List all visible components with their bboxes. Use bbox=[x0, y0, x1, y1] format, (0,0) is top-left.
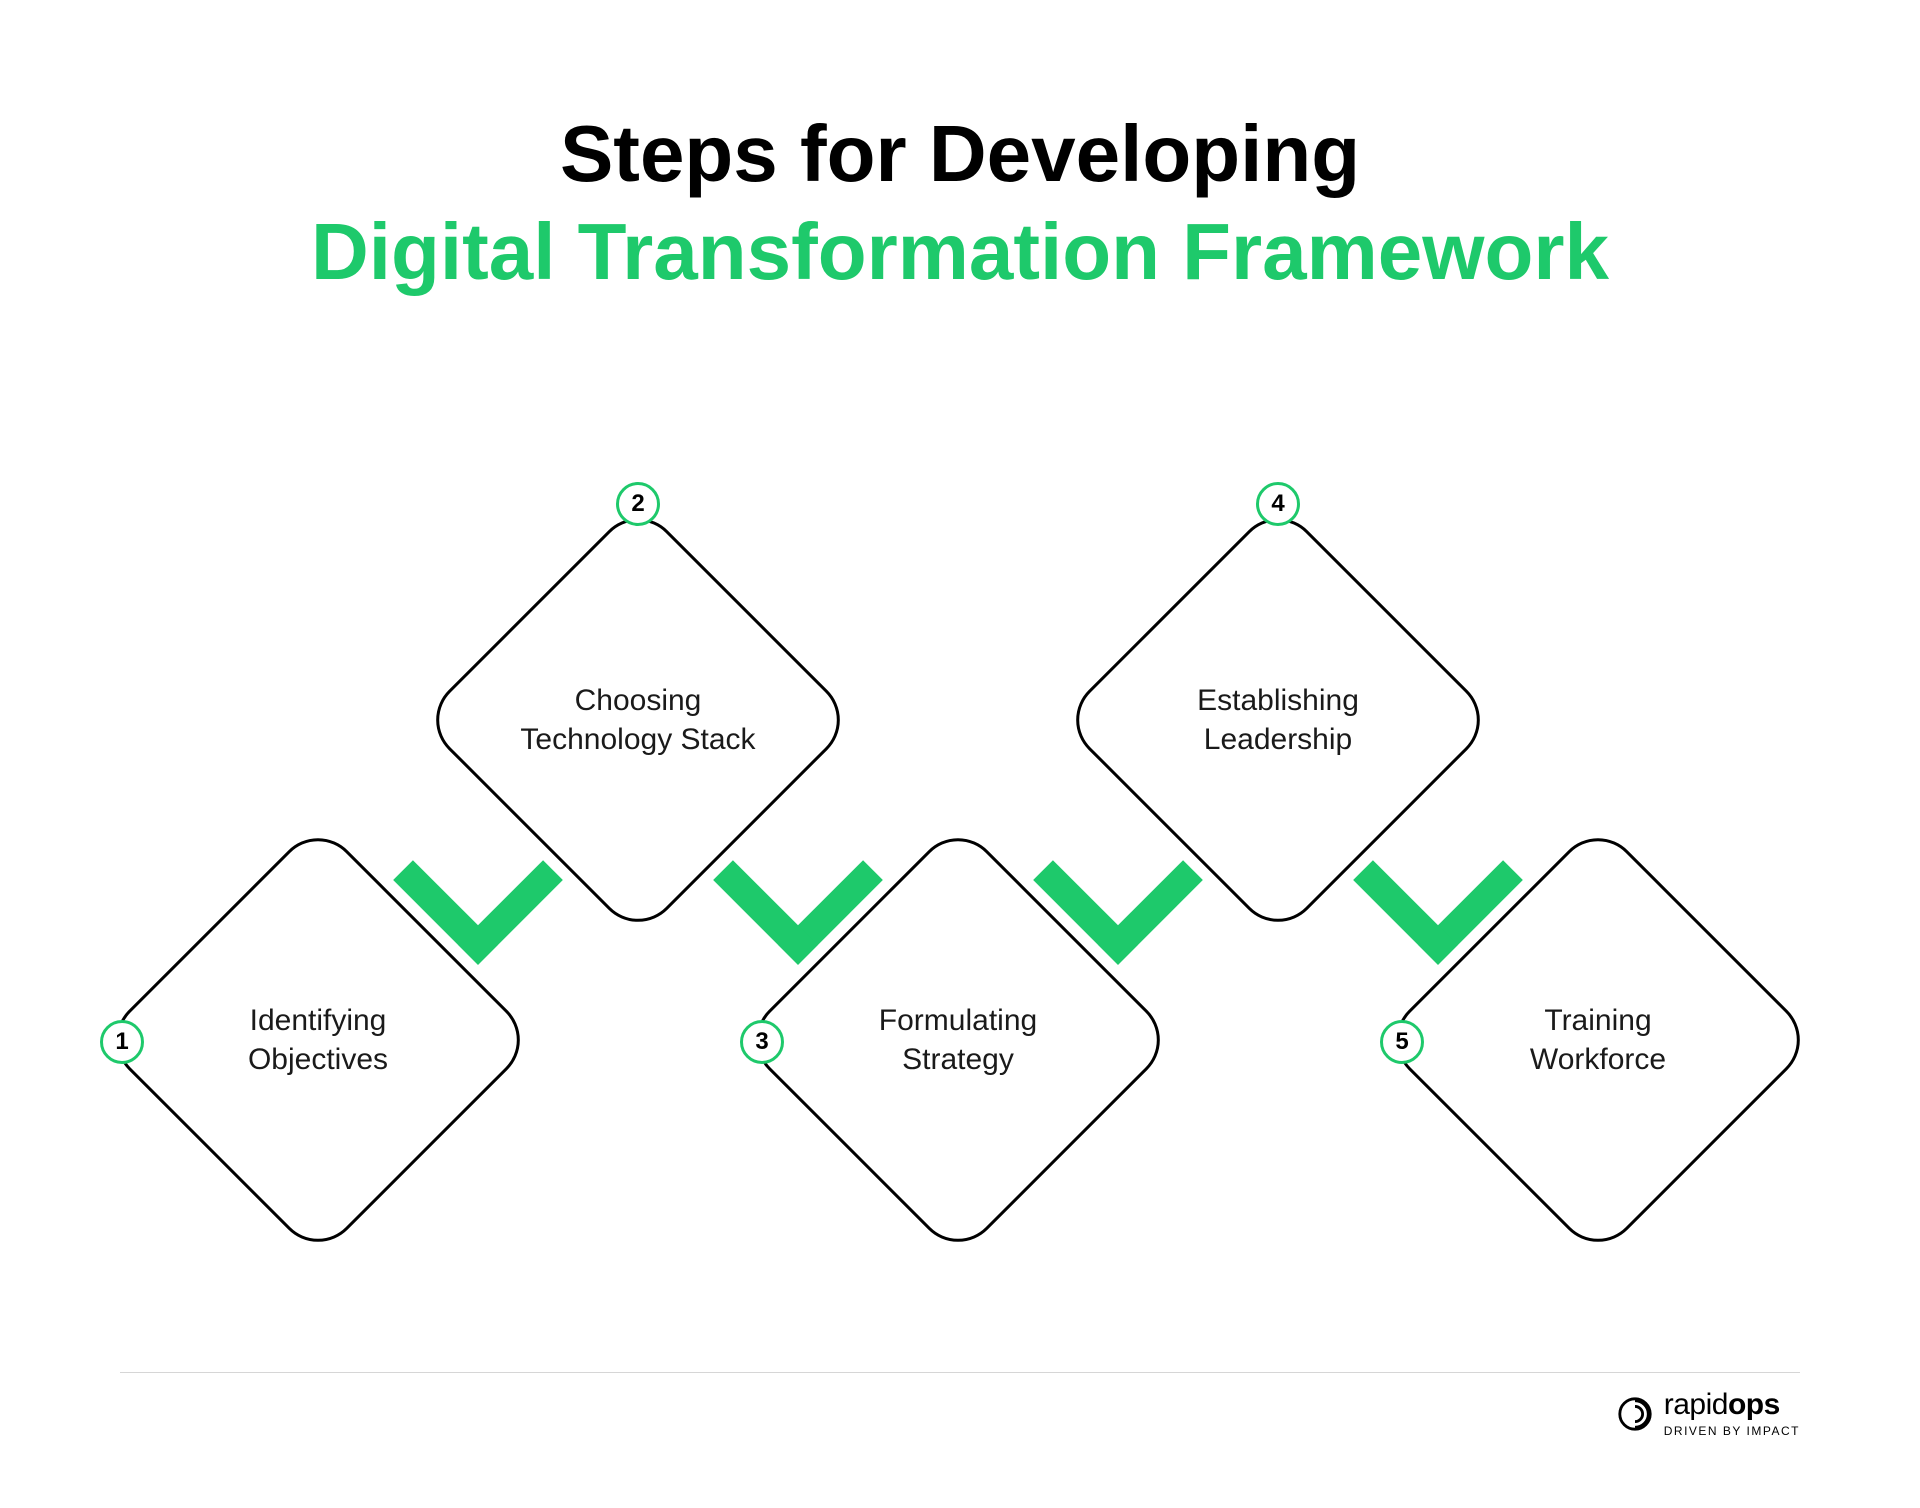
step-5-line1: Training bbox=[1544, 1004, 1651, 1037]
step-3-line2: Strategy bbox=[902, 1043, 1014, 1076]
step-badge-2: 2 bbox=[616, 482, 660, 526]
brand-name-light: rapid bbox=[1664, 1388, 1728, 1421]
step-label-5: Training Workforce bbox=[1468, 1001, 1728, 1079]
brand-tagline: DRIVEN BY IMPACT bbox=[1664, 1424, 1800, 1438]
step-4-line2: Leadership bbox=[1204, 723, 1352, 756]
step-badge-3: 3 bbox=[740, 1020, 784, 1064]
title-line-1: Steps for Developing bbox=[0, 110, 1920, 198]
step-2-line1: Choosing bbox=[575, 684, 702, 717]
brand-logo: rapidops DRIVEN BY IMPACT bbox=[1616, 1390, 1800, 1438]
step-4-line1: Establishing bbox=[1197, 684, 1359, 717]
title-line-2: Digital Transformation Framework bbox=[0, 206, 1920, 298]
step-label-1: Identifying Objectives bbox=[188, 1001, 448, 1079]
footer-divider bbox=[120, 1372, 1800, 1373]
rapidops-logo-icon bbox=[1616, 1395, 1654, 1433]
step-5-line2: Workforce bbox=[1530, 1043, 1666, 1076]
step-2-line2: Technology Stack bbox=[520, 723, 755, 756]
step-number-3: 3 bbox=[755, 1028, 768, 1056]
brand-name: rapidops bbox=[1664, 1390, 1800, 1420]
step-label-2: Choosing Technology Stack bbox=[508, 681, 768, 759]
page-title: Steps for Developing Digital Transformat… bbox=[0, 110, 1920, 298]
step-badge-1: 1 bbox=[100, 1020, 144, 1064]
step-label-4: Establishing Leadership bbox=[1148, 681, 1408, 759]
steps-diagram: Identifying Objectives 1 Choosing Techno… bbox=[0, 440, 1920, 1340]
step-label-3: Formulating Strategy bbox=[828, 1001, 1088, 1079]
step-1-line2: Objectives bbox=[248, 1043, 388, 1076]
step-badge-4: 4 bbox=[1256, 482, 1300, 526]
step-3-line1: Formulating bbox=[879, 1004, 1037, 1037]
step-number-2: 2 bbox=[631, 490, 644, 518]
step-1-line1: Identifying bbox=[250, 1004, 387, 1037]
step-number-5: 5 bbox=[1395, 1028, 1408, 1056]
step-number-1: 1 bbox=[115, 1028, 128, 1056]
step-badge-5: 5 bbox=[1380, 1020, 1424, 1064]
step-number-4: 4 bbox=[1271, 490, 1284, 518]
brand-name-bold: ops bbox=[1728, 1388, 1780, 1421]
brand-text: rapidops DRIVEN BY IMPACT bbox=[1664, 1390, 1800, 1438]
